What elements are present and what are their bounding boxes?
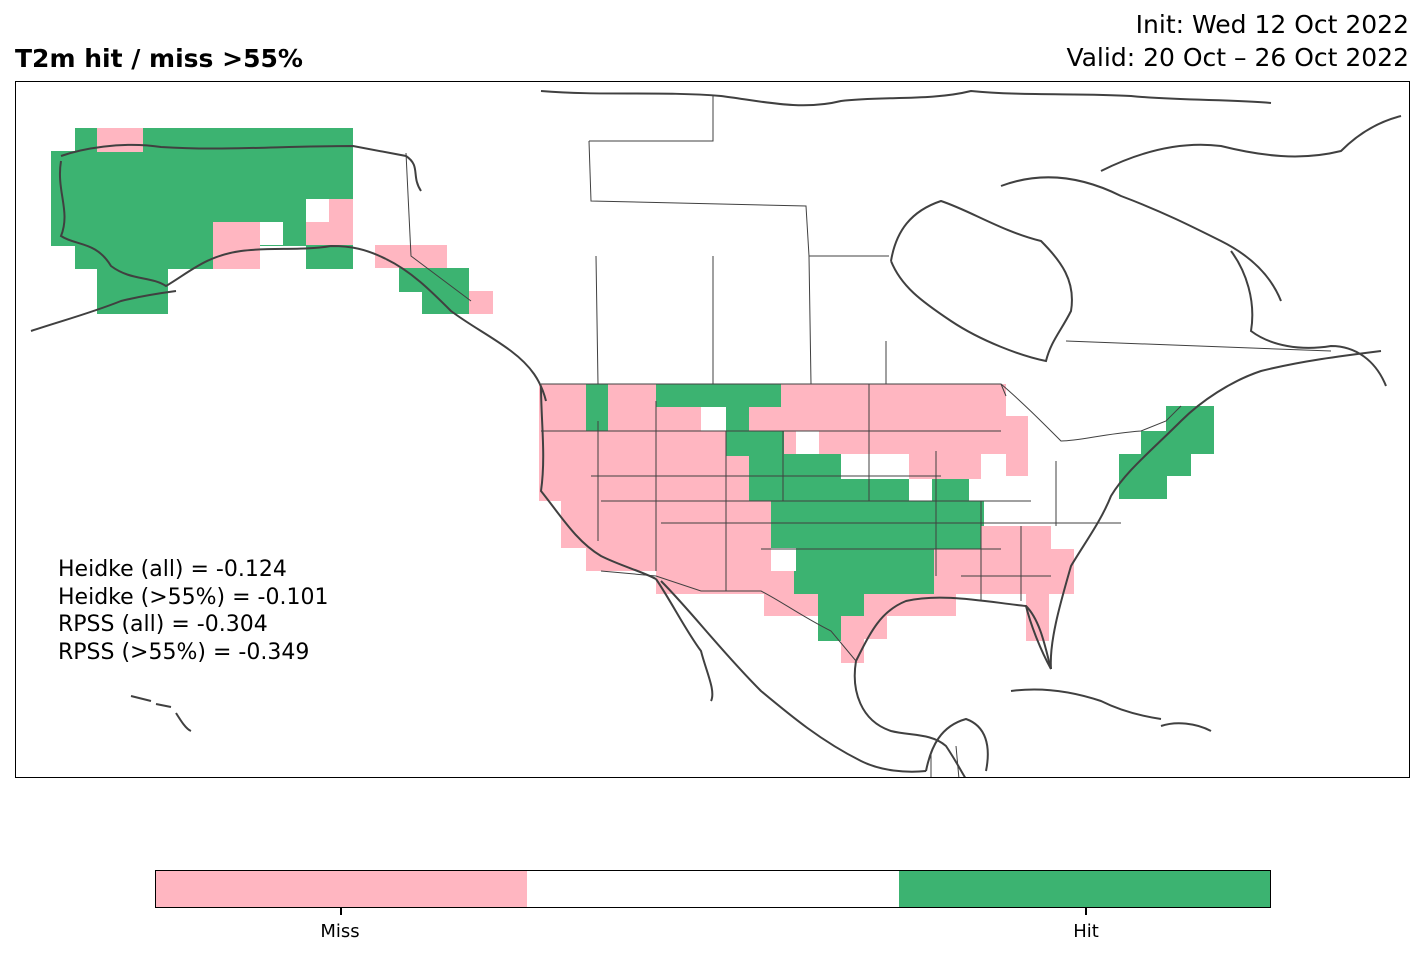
cell-empty — [841, 454, 909, 479]
coastline-mexico-west — [660, 580, 927, 773]
cell-empty — [701, 407, 726, 431]
map-panel — [15, 81, 1410, 778]
coastline-gulf — [853, 660, 966, 777]
cell-miss — [97, 128, 143, 152]
coastline-yucatan — [925, 717, 989, 772]
coastline-hudson-bay — [890, 199, 1073, 363]
border-alaska-canada — [405, 152, 472, 302]
border-us-states-v — [597, 384, 1057, 601]
cell-empty — [796, 431, 819, 454]
border-territories — [589, 96, 714, 142]
coastline-hispaniola — [1160, 722, 1212, 732]
init-date: Init: Wed 12 Oct 2022 — [1135, 10, 1409, 39]
cell-hit — [656, 384, 781, 407]
valid-range: Valid: 20 Oct – 26 Oct 2022 — [1066, 43, 1409, 72]
cell-hit — [51, 151, 353, 246]
map-canvas — [30, 89, 1402, 777]
coastline-hawaii — [130, 695, 192, 732]
cell-miss — [981, 526, 1051, 549]
cell-hit — [586, 384, 608, 431]
border-us-states-h — [541, 430, 1121, 577]
cell-hit — [306, 245, 353, 269]
coastline-cuba — [1010, 688, 1162, 720]
colorbar — [155, 870, 1271, 908]
cell-hit — [75, 245, 213, 269]
coastline-arctic-islands — [1100, 115, 1402, 172]
coastline-labrador — [1230, 250, 1387, 387]
heidke-all: Heidke (all) = -0.124 — [58, 557, 287, 582]
coastline-alaska-west — [59, 160, 387, 288]
coastline-arctic — [540, 89, 1272, 107]
colorbar-neutral-segment — [527, 871, 899, 907]
cell-miss — [1026, 594, 1049, 641]
cell-miss — [586, 548, 771, 571]
colorbar-label-miss: Miss — [320, 921, 360, 942]
cell-miss — [656, 571, 794, 594]
coastline-gulf-north — [855, 596, 1052, 670]
cell-empty — [909, 479, 932, 501]
cell-empty — [306, 199, 329, 222]
cell-hit — [956, 526, 981, 548]
cell-miss — [1006, 416, 1028, 476]
cell-hit — [1119, 454, 1167, 499]
colorbar-label-hit: Hit — [1073, 921, 1099, 942]
cell-miss — [864, 594, 956, 616]
coastline-alaska — [60, 143, 422, 192]
coastline-aleutians — [30, 290, 177, 332]
colorbar-tick-miss — [340, 908, 342, 915]
coastline-baffin — [1000, 176, 1282, 302]
map-title: T2m hit / miss >55% — [15, 44, 303, 73]
cell-hit — [399, 268, 469, 292]
colorbar-tick-hit — [1085, 908, 1087, 915]
coastline-east — [1049, 350, 1382, 670]
cell-miss — [764, 594, 818, 616]
cell-hit — [794, 571, 934, 594]
coastline-pacific-nw — [385, 258, 547, 402]
rpss-all: RPSS (all) = -0.304 — [58, 612, 268, 637]
heidke-55: Heidke (>55%) = -0.101 — [58, 584, 329, 610]
cell-empty — [260, 222, 283, 245]
coastline-pacific-west — [539, 385, 657, 580]
political-borders — [405, 96, 1332, 777]
forecast-cells — [51, 128, 1214, 663]
cell-hit — [726, 407, 749, 431]
border-mexico-us — [600, 570, 857, 662]
cell-miss — [934, 549, 1074, 594]
coastlines — [30, 89, 1402, 777]
cell-miss — [213, 222, 260, 269]
coastline-florida — [1025, 605, 1052, 670]
border-central-america — [930, 745, 960, 777]
coastline-baja — [655, 578, 714, 702]
cell-miss — [469, 291, 493, 314]
cell-hit — [726, 431, 784, 456]
cell-miss — [561, 501, 771, 548]
border-canada-us — [541, 383, 1182, 442]
skill-scores: Heidke (all) = -0.124 Heidke (>55%) = -0… — [58, 556, 328, 666]
colorbar-hit-segment — [898, 871, 1270, 907]
colorbar-miss-segment — [156, 871, 528, 907]
border-provinces — [588, 140, 1332, 385]
cell-hit — [422, 291, 469, 314]
cell-miss — [841, 616, 887, 639]
rpss-55: RPSS (>55%) = -0.349 — [58, 639, 310, 665]
